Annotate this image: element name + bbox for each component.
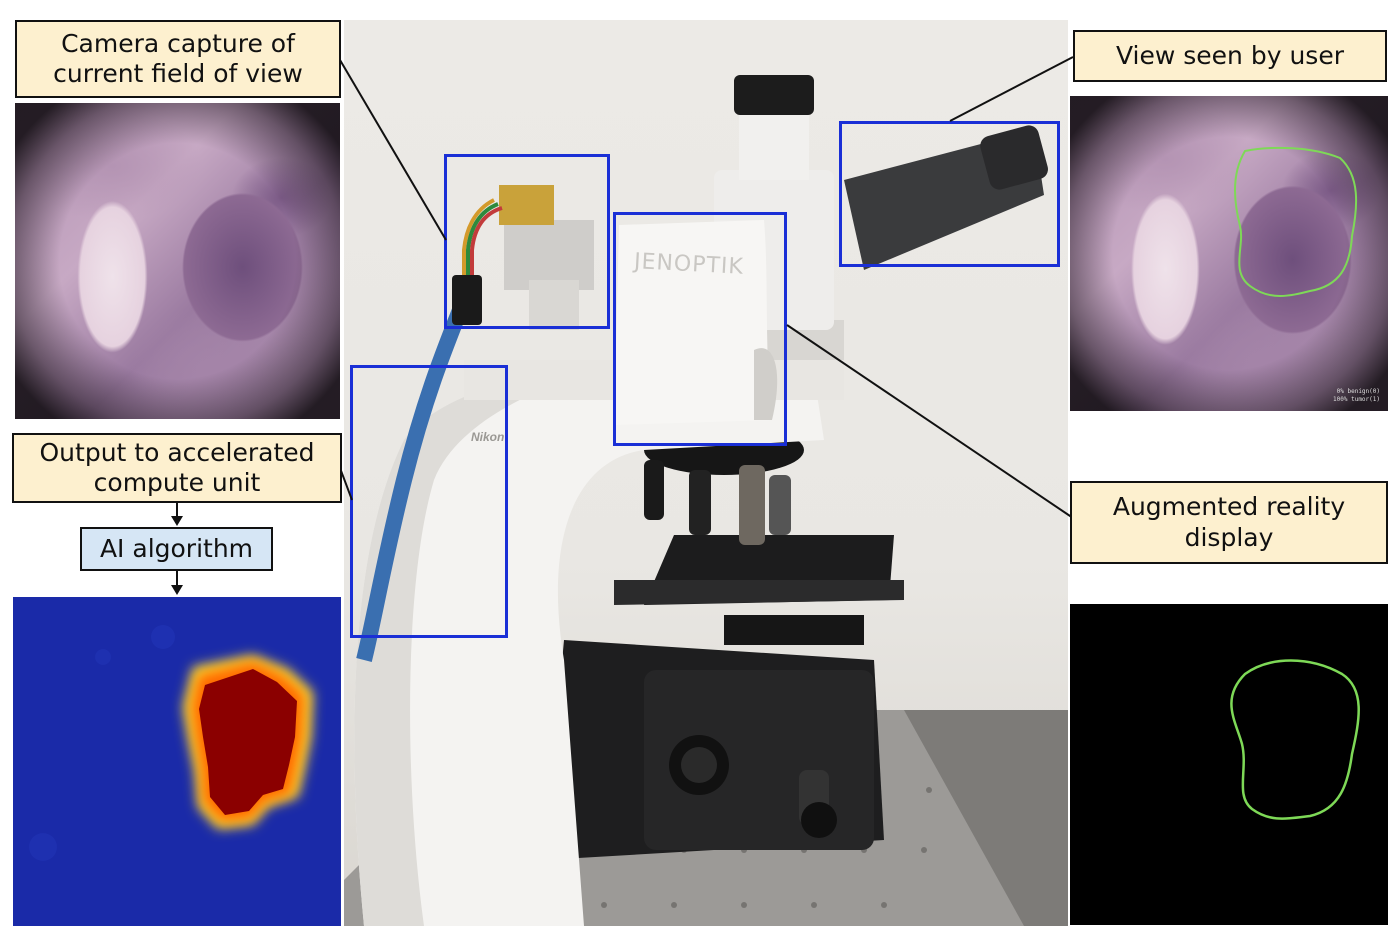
eyepiece-highlight-box xyxy=(839,121,1060,267)
microscope-illustration xyxy=(344,75,1068,926)
heatmap-image xyxy=(29,625,313,861)
camera-capture-label: Camera capture of current field of view xyxy=(15,20,341,98)
arrow-to-heatmap-head xyxy=(171,585,183,595)
augmented-display-label-line1: Augmented reality xyxy=(1112,492,1346,521)
augmented-display-label-line2: display xyxy=(1184,522,1274,552)
augmented-display-label: Augmented reality display xyxy=(1070,481,1388,564)
view-seen-label: View seen by user xyxy=(1073,30,1387,82)
camera-highlight-box xyxy=(444,154,610,329)
view-legend-line1: 0% benign(0) xyxy=(1336,388,1380,395)
camera-capture-label-line2: current field of view xyxy=(53,59,303,88)
camera-capture-image xyxy=(15,103,340,419)
ar-contour xyxy=(1230,659,1360,820)
output-compute-label-line1: Output to accelerated xyxy=(39,437,315,467)
arrow-to-ai-head xyxy=(171,516,183,526)
view-contour-overlay xyxy=(1234,146,1358,297)
camera-capture-label-line1: Camera capture of xyxy=(61,28,295,58)
ar-display-panel xyxy=(1070,604,1388,925)
view-legend-line2: 100% tumor(1) xyxy=(1333,396,1380,403)
output-compute-label: Output to accelerated compute unit xyxy=(12,433,342,503)
compute-cable-highlight-box xyxy=(350,365,508,638)
display-module-highlight-box xyxy=(613,212,787,446)
body-brand-text: Nikon xyxy=(471,430,505,444)
heatmap-panel xyxy=(13,597,341,926)
output-compute-label-line2: compute unit xyxy=(93,468,261,497)
view-seen-image: 0% benign(0) 100% tumor(1) xyxy=(1070,96,1388,411)
ai-algorithm-label: AI algorithm xyxy=(80,527,273,571)
